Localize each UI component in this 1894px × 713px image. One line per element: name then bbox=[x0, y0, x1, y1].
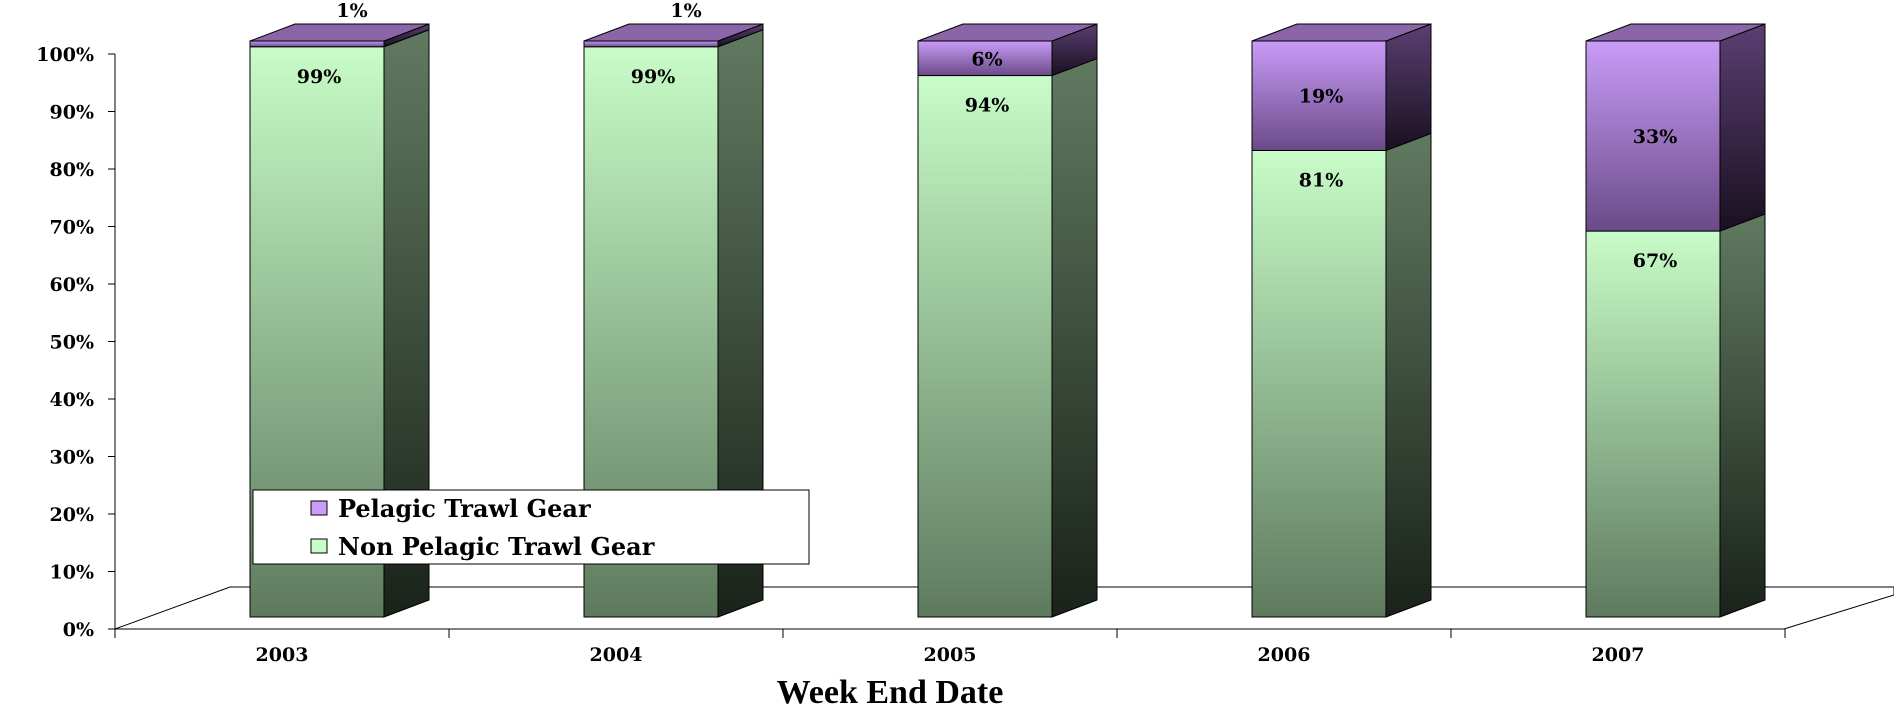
bar-pelagic bbox=[249, 40, 385, 48]
legend-label-pelagic: Pelagic Trawl Gear bbox=[338, 494, 591, 523]
y-tick-label: 30% bbox=[50, 447, 95, 469]
data-label-non-pelagic: 94% bbox=[965, 95, 1010, 117]
data-label-non-pelagic: 81% bbox=[1299, 169, 1344, 191]
y-tick-label: 10% bbox=[50, 562, 95, 584]
bar-non-pelagic bbox=[1585, 230, 1721, 618]
bar-pelagic bbox=[1251, 40, 1387, 151]
data-label-non-pelagic: 99% bbox=[631, 66, 676, 88]
data-label-pelagic: 1% bbox=[670, 0, 701, 22]
bar-group bbox=[1585, 23, 1766, 618]
bar-non-pelagic-side bbox=[1719, 213, 1766, 618]
bar-pelagic-side bbox=[1385, 23, 1432, 152]
data-label-pelagic: 33% bbox=[1633, 126, 1678, 148]
bar-group bbox=[1251, 23, 1432, 618]
bar-top-face bbox=[1251, 23, 1432, 42]
bar-top-face bbox=[583, 23, 764, 42]
y-tick-label: 60% bbox=[50, 274, 95, 296]
data-labels: 99% 1% 99% 1% 94% 6% 81% 19% 67% 33% bbox=[297, 0, 1678, 272]
bar-non-pelagic bbox=[1251, 149, 1387, 618]
bar-non-pelagic-side bbox=[1051, 57, 1098, 618]
y-tick-label: 20% bbox=[50, 504, 95, 526]
y-tick-label: 0% bbox=[63, 619, 94, 641]
y-tick-label: 50% bbox=[50, 332, 95, 354]
x-tick-label: 2005 bbox=[924, 644, 977, 666]
y-tick-label: 90% bbox=[50, 102, 95, 124]
y-tick-label: 80% bbox=[50, 159, 95, 181]
x-tick-label: 2007 bbox=[1592, 644, 1645, 666]
legend-swatch-non-pelagic bbox=[310, 538, 328, 554]
bar-top-face bbox=[249, 23, 430, 42]
bar-top-face bbox=[1585, 23, 1766, 42]
data-label-pelagic: 19% bbox=[1299, 86, 1344, 108]
legend-label-non-pelagic: Non Pelagic Trawl Gear bbox=[338, 532, 655, 561]
bar-pelagic-side bbox=[1719, 23, 1766, 232]
data-label-pelagic: 1% bbox=[336, 0, 367, 22]
bar-pelagic bbox=[1585, 40, 1721, 232]
x-tick-label: 2003 bbox=[256, 644, 309, 666]
x-tick-label: 2006 bbox=[1258, 644, 1311, 666]
bar-group bbox=[917, 23, 1098, 618]
legend-box bbox=[252, 489, 810, 565]
x-axis: 2003 2004 2005 2006 2007 bbox=[114, 628, 1786, 666]
bar-pelagic bbox=[917, 40, 1053, 77]
y-tick-label: 100% bbox=[36, 44, 94, 66]
bar-non-pelagic-side bbox=[1385, 132, 1432, 618]
y-tick-label: 70% bbox=[50, 217, 95, 239]
bar-top-face bbox=[917, 23, 1098, 42]
legend-swatch-pelagic bbox=[310, 500, 328, 516]
legend: Pelagic Trawl Gear Non Pelagic Trawl Gea… bbox=[252, 489, 810, 565]
x-tick-label: 2004 bbox=[590, 644, 643, 666]
data-label-pelagic: 6% bbox=[971, 48, 1002, 70]
bar-non-pelagic bbox=[917, 75, 1053, 618]
x-axis-title: Week End Date bbox=[777, 674, 1004, 711]
y-axis: 0% 10% 20% 30% 40% 50% 60% 70% 80% 90% 100% bbox=[36, 44, 116, 641]
data-label-non-pelagic: 67% bbox=[1633, 250, 1678, 272]
data-label-non-pelagic: 99% bbox=[297, 66, 342, 88]
bars bbox=[249, 23, 1766, 618]
bar-pelagic bbox=[583, 40, 719, 48]
y-tick-label: 40% bbox=[50, 389, 95, 411]
